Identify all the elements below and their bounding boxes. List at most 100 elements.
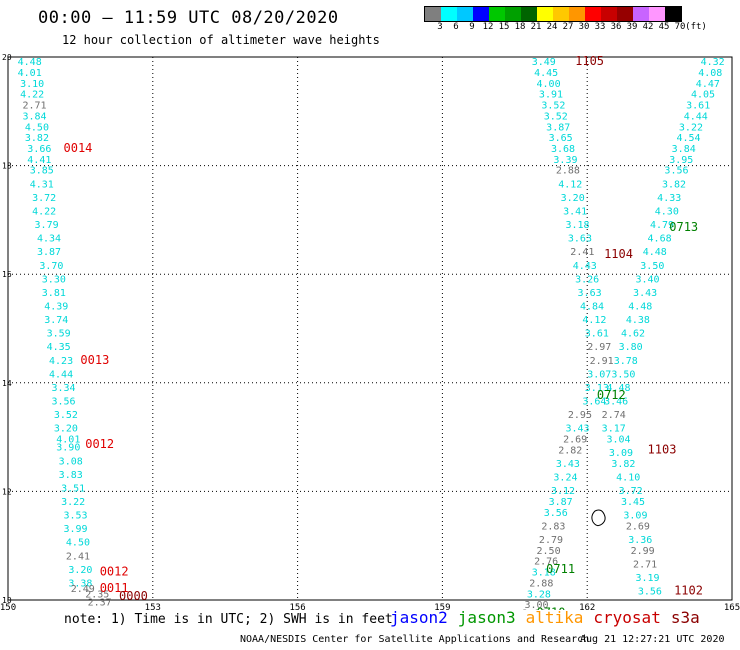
wave-height-value: 4.48	[607, 383, 631, 394]
color-scale-bar	[424, 6, 682, 22]
wave-height-value: 3.13	[585, 383, 609, 394]
wave-height-value: 4.12	[582, 315, 606, 326]
wave-height-value: 2.91	[590, 356, 614, 367]
pass-time-label: 0713	[669, 220, 698, 234]
wave-height-value: 2.79	[539, 535, 563, 546]
color-scale-label: 9	[469, 22, 475, 32]
wave-height-value: 3.80	[619, 342, 643, 353]
wave-height-value: 3.59	[47, 329, 71, 340]
y-tick-label: 18	[2, 162, 12, 171]
color-scale-label: 3	[437, 22, 443, 32]
color-scale-swatch	[457, 7, 473, 21]
pass-time-label: 0012	[100, 565, 129, 579]
legend-entry: altika	[525, 608, 584, 627]
wave-height-value: 3.30	[42, 274, 66, 285]
wave-height-value: 4.84	[580, 301, 604, 312]
wave-height-value: 4.10	[616, 473, 640, 484]
wave-height-value: 4.45	[534, 68, 558, 79]
wave-height-value: 4.34	[37, 234, 61, 245]
pass-time-label: 0710	[537, 605, 566, 610]
color-scale-label: 21	[530, 22, 542, 32]
wave-height-value: 3.41	[563, 206, 587, 217]
wave-height-value: 3.49	[532, 57, 556, 68]
wave-height-value: 3.78	[614, 356, 638, 367]
pass-time-label: 1105	[575, 54, 604, 68]
color-scale-swatch	[489, 7, 505, 21]
wave-height-value: 2.76	[534, 557, 558, 568]
wave-height-value: 3.20	[561, 193, 585, 204]
color-scale-label: 36	[610, 22, 622, 32]
wave-height-value: 3.52	[541, 101, 565, 112]
color-scale-label: (ft)	[685, 22, 707, 32]
wave-height-value: 3.99	[64, 524, 88, 535]
wave-height-value: 3.53	[64, 511, 88, 522]
wave-height-value: 2.88	[522, 608, 546, 610]
wave-height-value: 3.22	[679, 122, 703, 133]
wave-height-value: 2.69	[563, 435, 587, 446]
pass-time-label: 0711	[546, 562, 575, 576]
wave-height-value: 3.52	[544, 111, 568, 122]
color-scale-swatch	[649, 7, 665, 21]
color-scale-swatch	[569, 7, 585, 21]
plot-frame	[7, 56, 733, 601]
wave-height-value: 3.63	[568, 234, 592, 245]
x-tick-label: 159	[434, 603, 450, 610]
satellite-legend: jason2 jason3 altika cryosat s3a	[390, 608, 710, 627]
wave-height-value: 3.91	[539, 90, 563, 101]
wave-height-value: 3.08	[59, 456, 83, 467]
wave-height-value: 4.30	[655, 206, 679, 217]
wave-height-value: 4.54	[676, 133, 700, 144]
legend-entry: jason2	[390, 608, 448, 627]
wave-height-value: 4.68	[648, 234, 672, 245]
pass-time-label: 1104	[604, 247, 633, 261]
wave-height-value: 3.50	[611, 369, 635, 380]
wave-height-value: 3.56	[638, 587, 662, 598]
color-scale-label: 15	[498, 22, 510, 32]
wave-height-value: 2.88	[556, 166, 580, 177]
wave-height-value: 4.08	[698, 68, 722, 79]
wave-height-value: 3.50	[640, 261, 664, 272]
wave-height-value: 3.18	[565, 220, 589, 231]
color-scale-swatch	[521, 7, 537, 21]
island-outline	[591, 509, 606, 527]
color-scale-swatch	[537, 7, 553, 21]
y-tick-label: 12	[2, 487, 12, 496]
wave-height-value: 3.43	[556, 459, 580, 470]
wave-height-value: 4.32	[701, 57, 725, 68]
wave-height-value: 3.72	[32, 193, 56, 204]
wave-height-value: 4.05	[691, 90, 715, 101]
color-scale-label: 12	[482, 22, 494, 32]
wave-height-value: 3.72	[619, 486, 643, 497]
legend-entry: cryosat	[593, 608, 661, 627]
color-scale-label: 24	[546, 22, 558, 32]
wave-height-value: 3.36	[628, 535, 652, 546]
color-scale-label: 45	[658, 22, 670, 32]
x-tick-label: 150	[0, 603, 16, 610]
wave-height-value: 3.10	[20, 79, 44, 90]
wave-height-value: 3.26	[575, 274, 599, 285]
wave-height-value: 2.82	[558, 445, 582, 456]
wave-height-value: 4.35	[47, 342, 71, 353]
wave-height-value: 3.34	[51, 383, 75, 394]
wave-height-value: 3.61	[686, 101, 710, 112]
wave-height-value: 3.56	[664, 166, 688, 177]
color-scale-swatch	[601, 7, 617, 21]
wave-height-value: 2.37	[88, 597, 112, 608]
x-tick-label: 162	[579, 603, 595, 610]
wave-height-value: 2.41	[570, 247, 594, 258]
wave-height-value: 3.52	[54, 410, 78, 421]
pass-time-label: 0011	[100, 581, 129, 595]
wave-height-value: 3.82	[662, 179, 686, 190]
chart-subtitle: 12 hour collection of altimeter wave hei…	[62, 33, 380, 47]
color-scale-label: 27	[562, 22, 574, 32]
wave-height-value: 3.82	[25, 133, 49, 144]
wave-height-value: 3.20	[68, 565, 92, 576]
pass-time-label: 0712	[597, 388, 626, 402]
wave-height-value: 4.01	[18, 68, 42, 79]
wave-height-value: 3.95	[669, 155, 693, 166]
wave-height-value: 3.66	[27, 144, 51, 155]
color-scale-swatch	[617, 7, 633, 21]
y-tick-label: 20	[2, 53, 12, 62]
color-scale-label: 70	[674, 22, 686, 32]
wave-height-value: 2.35	[85, 589, 109, 600]
